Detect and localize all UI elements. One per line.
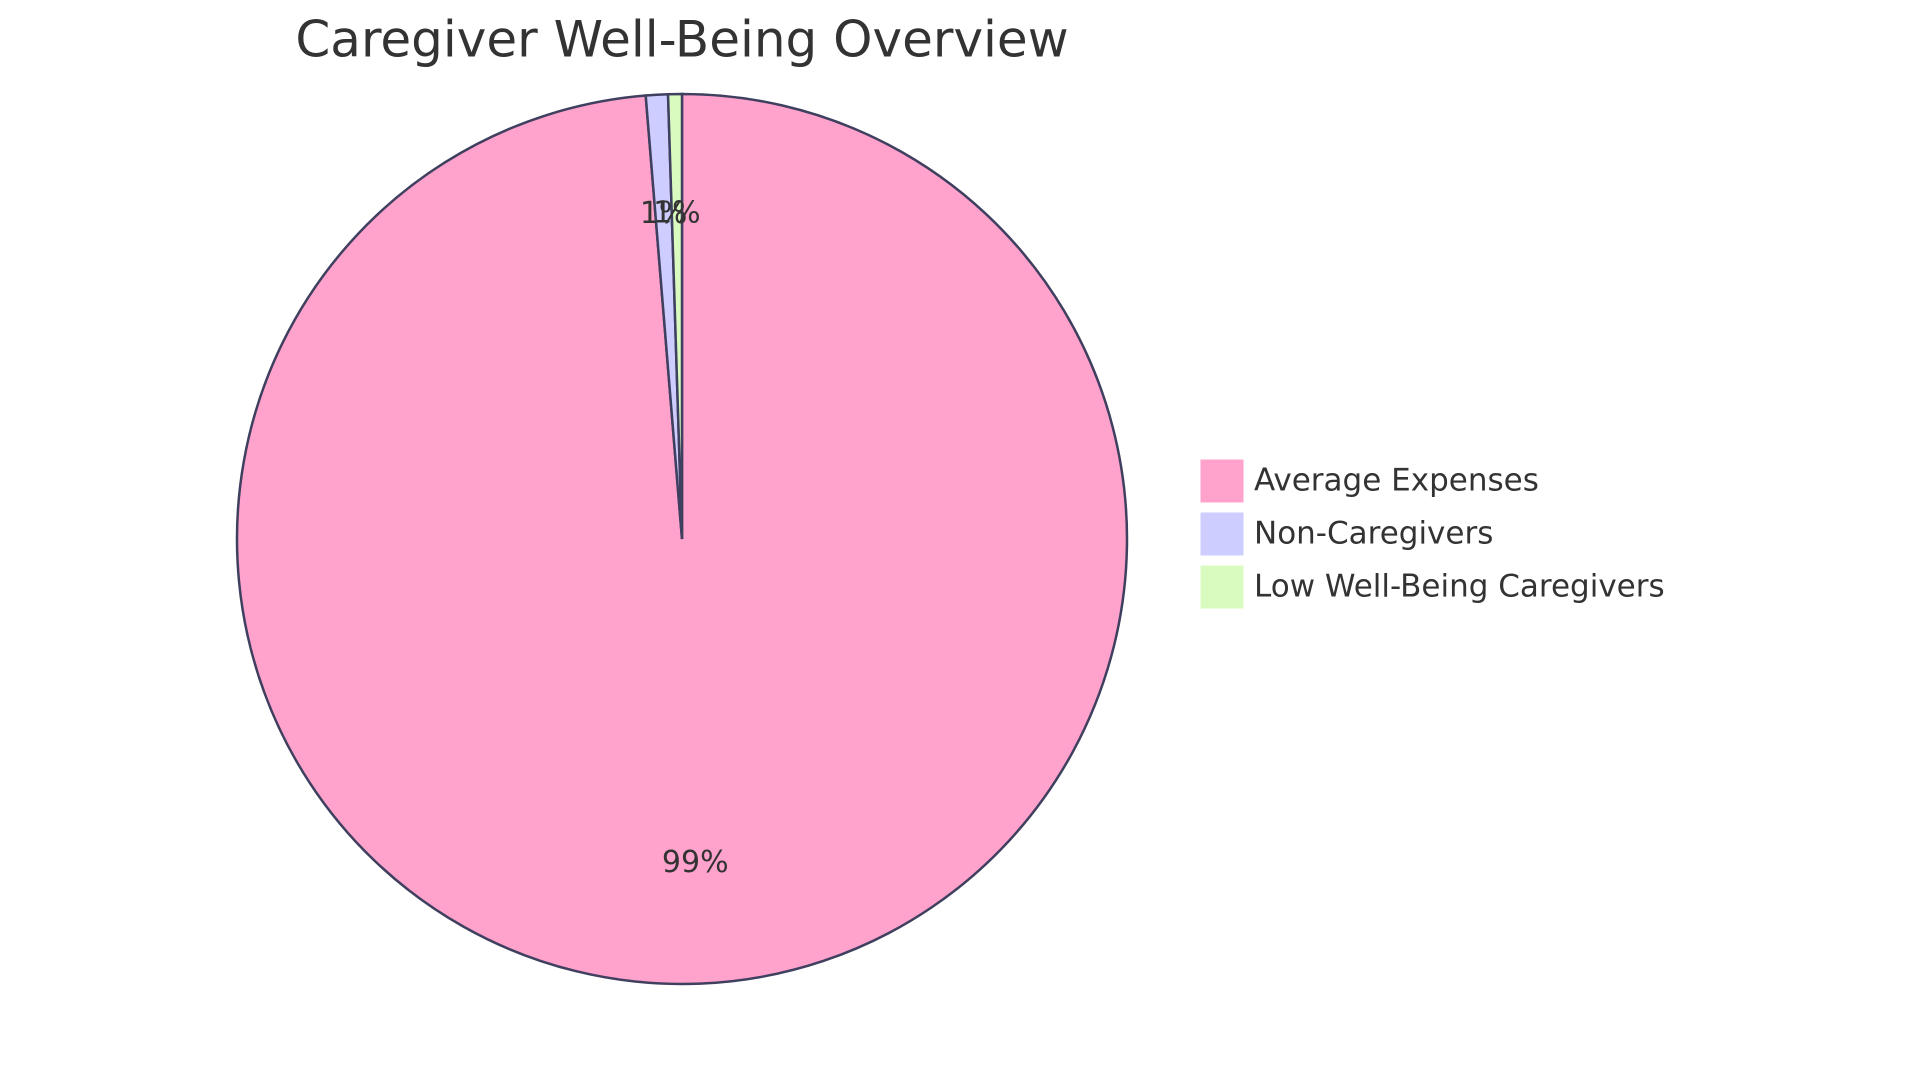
legend-swatch bbox=[1199, 458, 1245, 504]
legend-swatch bbox=[1199, 564, 1245, 610]
legend-swatch bbox=[1199, 511, 1245, 557]
slice-label: 1% bbox=[653, 196, 701, 231]
chart-title: Caregiver Well-Being Overview bbox=[295, 11, 1068, 69]
pie-slice bbox=[666, 92, 684, 540]
slice-label: 99% bbox=[662, 845, 729, 880]
legend-label: Average Expenses bbox=[1254, 463, 1539, 499]
legend-label: Non-Caregivers bbox=[1254, 516, 1493, 552]
slice-label: 1% bbox=[640, 196, 688, 231]
legend-label: Low Well-Being Caregivers bbox=[1254, 569, 1665, 605]
